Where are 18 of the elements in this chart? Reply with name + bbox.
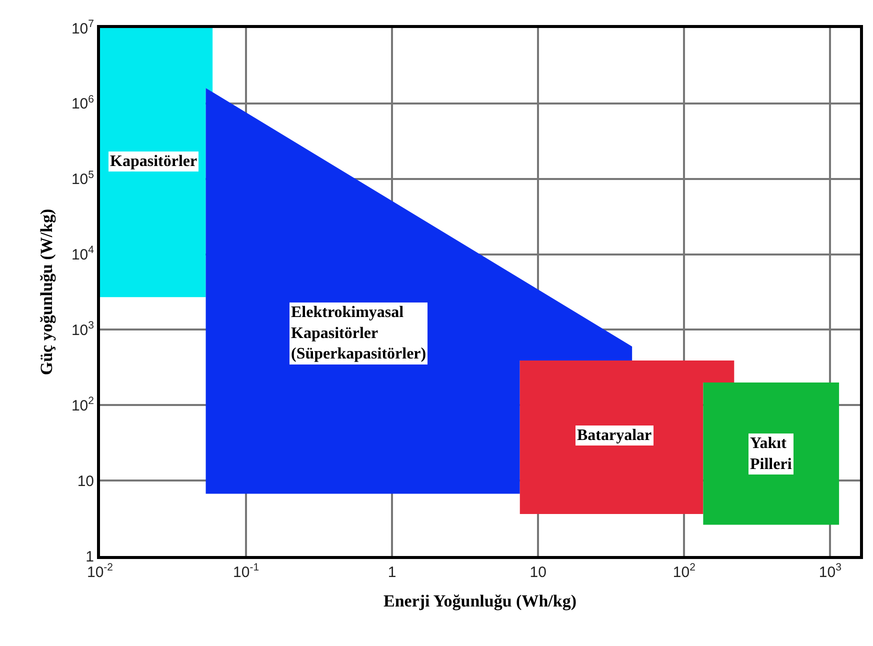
series-label: Kapasitörler bbox=[110, 153, 198, 170]
x-tick-label: 1 bbox=[388, 564, 396, 581]
series-label: Elektrokimyasal Kapasitörler (Süperkapasitörler) bbox=[291, 304, 426, 363]
x-tick-label: 10$^{3}$ bbox=[818, 562, 842, 581]
y-axis-title: Güç yoğunluğu (W/kg) bbox=[37, 208, 56, 376]
series-label: Yakıt Pilleri bbox=[750, 435, 792, 473]
y-tick-label: 10$^{4}$ bbox=[71, 244, 94, 264]
y-tick-label: 10$^{2}$ bbox=[71, 395, 94, 414]
x-tick-label: 10 bbox=[530, 564, 546, 581]
y-tick-label: 10$^{3}$ bbox=[71, 320, 94, 339]
y-tick-label: 10$^{7}$ bbox=[71, 18, 94, 38]
x-tick-label: 10$^{2}$ bbox=[672, 562, 696, 581]
y-tick-label: 10$^{6}$ bbox=[71, 93, 94, 113]
x-tick-label: 10$^{-1}$ bbox=[233, 562, 260, 581]
series-label: Bataryalar bbox=[577, 427, 652, 444]
x-axis-title: Enerji Yoğunluğu (Wh/kg) bbox=[383, 591, 577, 610]
y-tick-label: 10$^{5}$ bbox=[71, 168, 94, 188]
y-tick-label: 10 bbox=[77, 472, 94, 490]
